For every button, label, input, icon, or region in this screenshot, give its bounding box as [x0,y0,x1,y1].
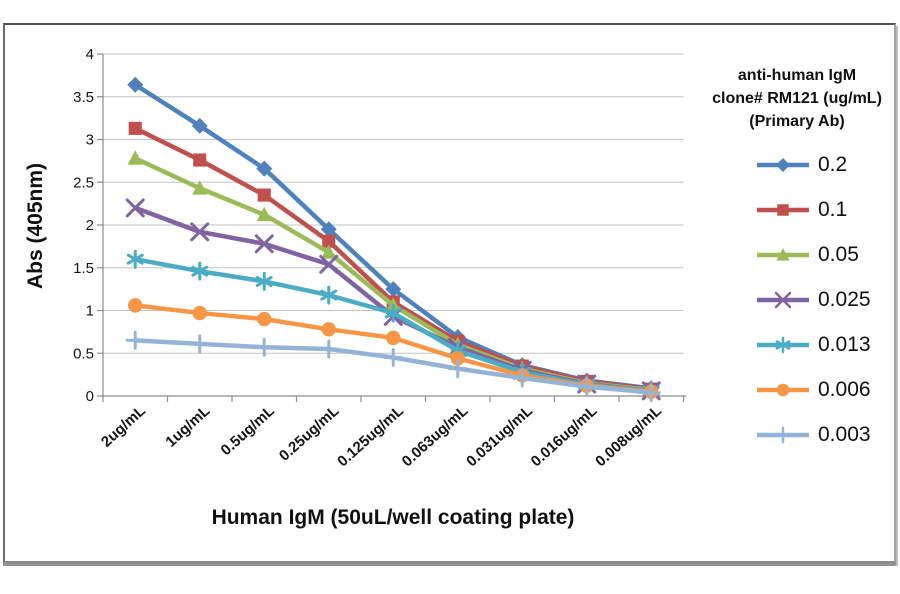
y-tick-label: 3 [86,132,94,149]
x-tick-label: 1ug/mL [162,402,213,450]
legend-label: 0.003 [818,422,871,446]
x-marker [774,291,792,308]
legend-item-0.05: 0.05 [698,232,896,277]
asterisk-marker [126,249,144,269]
asterisk-marker [775,336,791,353]
circle-marker [192,305,207,321]
x-tick-label: 0.008ug/mL [592,402,665,470]
diamond-legend-swatch [757,157,809,172]
diamond-marker [127,76,144,93]
square-legend-swatch [757,203,809,216]
legend-title-line: (Primary Ab) [749,113,845,130]
triangle-marker [192,180,208,195]
y-tick-label: 4 [86,46,94,63]
legend-label: 0.05 [818,242,859,266]
square-marker [193,153,207,167]
asterisk-marker [255,271,273,291]
x-marker [190,222,210,242]
legend-entries: 0.2 0.1 0.05 0.025 0.013 0.006 0.003 [698,142,896,457]
triangle-marker [127,150,143,165]
plus-marker [319,339,339,359]
plus-marker [774,426,792,443]
series-line [133,256,654,394]
legend-item-0.013: 0.013 [698,322,896,367]
square-marker [322,234,336,248]
x-marker [125,198,145,218]
legend-title-line: anti-human IgM [737,67,857,84]
plus-marker [577,377,597,397]
x-marker [254,234,274,254]
circle-marker [128,298,143,313]
triangle-marker [256,206,272,222]
legend-item-0.003: 0.003 [698,412,896,457]
triangle-legend-swatch [757,247,809,261]
x-axis-title: Human IgM (50uL/well coating plate) [211,506,575,529]
plus-marker [125,330,145,350]
legend-label: 0.025 [818,287,871,311]
square-marker [257,188,271,202]
plus-marker [448,359,468,379]
circle-marker [257,311,272,327]
circle-marker [450,351,465,366]
y-axis-title: Abs (405nm) [24,162,47,290]
y-tick-label: 2 [86,217,94,234]
diamond-marker [776,157,790,172]
triangle-marker [321,244,337,259]
chart-frame [3,23,896,563]
legend-label: 0.2 [818,152,848,176]
legend-item-0.006: 0.006 [698,367,896,412]
x-tick-label: 0.25ug/mL [276,402,343,464]
x-tick-label: 0.5ug/mL [218,402,278,459]
asterisk-marker [191,261,209,281]
square-marker [128,121,142,135]
x-tick-label: 2ug/mL [98,402,149,450]
diamond-marker [256,160,273,177]
y-tick-label: 0 [86,388,94,405]
asterisk-marker [320,285,338,305]
square-marker [777,203,789,216]
chart-legend: anti-human IgM clone# RM121 (ug/mL) (Pri… [698,64,896,457]
legend-title-line: clone# RM121 (ug/mL) [712,90,882,107]
legend-label: 0.006 [818,377,871,401]
diamond-marker [320,221,337,238]
legend-label: 0.1 [818,197,848,221]
legend-item-0.2: 0.2 [698,142,896,187]
plus-marker [512,368,532,388]
plus-marker [254,337,274,357]
plus-legend-swatch [757,426,809,443]
legend-label: 0.013 [818,332,871,356]
asterisk-legend-swatch [757,336,809,353]
legend-item-0.025: 0.025 [698,277,896,322]
y-tick-label: 0.5 [73,345,94,362]
circle-marker [776,383,790,396]
diamond-marker [191,117,208,134]
legend-title: anti-human IgM clone# RM121 (ug/mL) (Pri… [698,64,896,133]
y-tick-label: 3.5 [73,89,94,106]
y-tick-label: 2.5 [73,174,94,191]
x-tick-label: 0.016ug/mL [528,402,601,470]
x-tick-label: 0.125ug/mL [334,402,407,470]
diamond-marker [385,281,402,298]
asterisk-marker [384,303,402,323]
plus-marker [190,334,210,354]
circle-marker [386,330,401,346]
y-tick-label: 1 [86,303,94,320]
plus-marker [383,348,403,368]
triangle-marker [776,247,790,261]
x-tick-label: 0.031ug/mL [463,402,536,470]
x-tick-label: 0.063ug/mL [399,402,472,470]
y-tick-label: 1.5 [73,260,94,277]
circle-marker [321,322,336,337]
circle-legend-swatch [757,383,809,396]
plus-marker [641,383,661,403]
x-legend-swatch [757,291,809,308]
series-0.003 [125,330,661,403]
x-marker [319,254,339,274]
legend-item-0.1: 0.1 [698,187,896,232]
